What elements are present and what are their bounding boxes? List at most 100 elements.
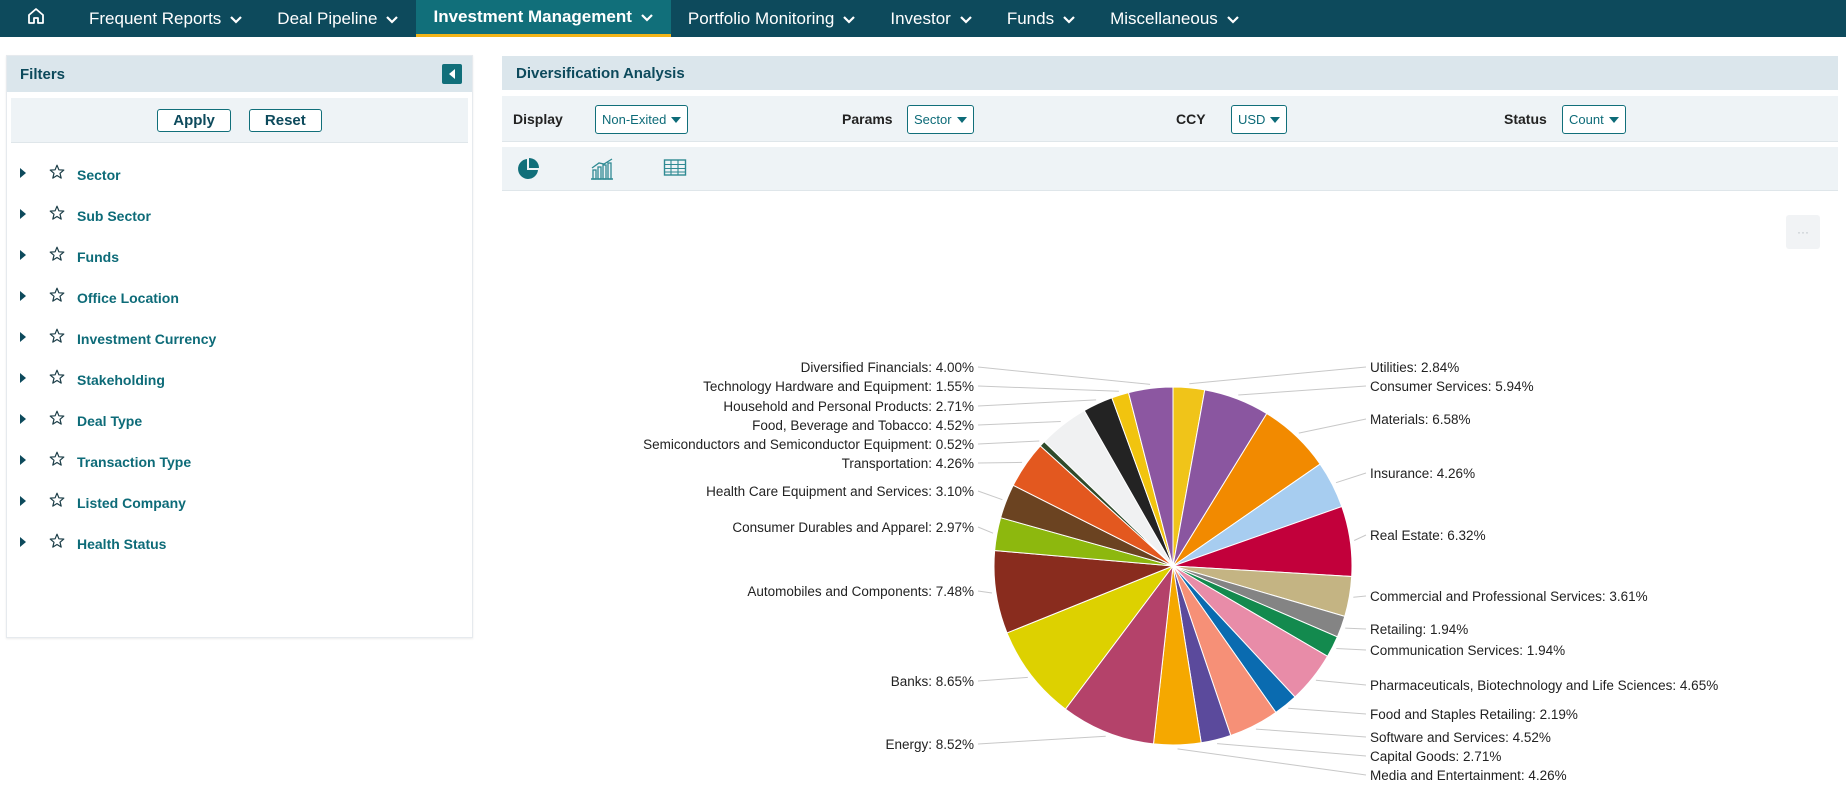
pie-leader-line <box>977 590 993 594</box>
filters-panel: Filters Apply Reset Sector Sub Sector Fu… <box>6 55 473 638</box>
pie-label: Technology Hardware and Equipment: 1.55% <box>703 379 974 394</box>
status-select[interactable]: Count <box>1562 105 1626 134</box>
filter-label: Funds <box>77 248 119 265</box>
star-icon[interactable] <box>49 369 65 390</box>
chevron-down-icon <box>641 7 653 27</box>
pie-slice[interactable] <box>1127 386 1174 567</box>
pie-label: Household and Personal Products: 2.71% <box>723 399 974 414</box>
pie-leader-lines <box>977 366 1367 776</box>
nav-portfolio-monitoring[interactable]: Portfolio Monitoring <box>671 0 873 37</box>
caret-right-icon[interactable] <box>19 330 35 348</box>
pie-label: Commercial and Professional Services: 3.… <box>1370 589 1648 604</box>
nav-label: Miscellaneous <box>1110 8 1218 28</box>
filter-investment-currency[interactable]: Investment Currency <box>7 318 472 359</box>
nav-label: Deal Pipeline <box>277 8 378 28</box>
filter-office-location[interactable]: Office Location <box>7 277 472 318</box>
star-icon[interactable] <box>49 533 65 554</box>
pie-slice[interactable] <box>1064 564 1174 745</box>
star-icon[interactable] <box>49 246 65 267</box>
star-icon[interactable] <box>49 205 65 226</box>
dropdown-arrow-icon <box>1608 116 1619 123</box>
filter-sub-sector[interactable]: Sub Sector <box>7 195 472 236</box>
nav-investment-management[interactable]: Investment Management <box>416 0 671 37</box>
nav-funds[interactable]: Funds <box>990 0 1093 37</box>
caret-right-icon[interactable] <box>19 535 35 553</box>
pie-chart-icon[interactable] <box>516 157 540 186</box>
pie-label: Retailing: 1.94% <box>1370 622 1468 637</box>
caret-right-icon[interactable] <box>19 412 35 430</box>
chart-menu-button[interactable]: ··· <box>1786 215 1820 249</box>
params-label: Params <box>842 111 893 127</box>
pie-leader-line <box>977 676 1028 682</box>
display-label: Display <box>513 111 563 127</box>
pie-leader-line <box>977 385 1119 392</box>
filter-actions: Apply Reset <box>11 98 468 143</box>
filter-label: Listed Company <box>77 494 186 511</box>
filters-header: Filters <box>7 56 472 92</box>
home-button[interactable] <box>0 0 72 37</box>
pie-leader-line <box>1288 707 1367 715</box>
caret-right-icon[interactable] <box>19 453 35 471</box>
nav-investor[interactable]: Investor <box>873 0 989 37</box>
status-control: Status <box>1504 96 1547 142</box>
nav-label: Investment Management <box>433 7 632 26</box>
display-select[interactable]: Non-Exited <box>595 105 689 134</box>
collapse-panel-button[interactable] <box>442 64 462 84</box>
star-icon[interactable] <box>49 410 65 431</box>
nav-miscellaneous[interactable]: Miscellaneous <box>1093 0 1257 37</box>
pie-leader-line <box>1345 627 1367 630</box>
ccy-select[interactable]: USD <box>1231 105 1288 134</box>
caret-right-icon[interactable] <box>19 289 35 307</box>
pie-leader-line <box>1298 418 1367 434</box>
star-icon[interactable] <box>49 287 65 308</box>
star-icon[interactable] <box>49 492 65 513</box>
reset-button[interactable]: Reset <box>248 108 322 132</box>
caret-right-icon[interactable] <box>19 248 35 266</box>
caret-right-icon[interactable] <box>19 371 35 389</box>
pie-label: Semiconductors and Semiconductor Equipme… <box>643 437 974 452</box>
filter-funds[interactable]: Funds <box>7 236 472 277</box>
analysis-title: Diversification Analysis <box>516 64 685 82</box>
params-control: Params <box>842 96 893 142</box>
filter-deal-type[interactable]: Deal Type <box>7 400 472 441</box>
ccy-control: CCY <box>1176 96 1206 142</box>
status-value: Count <box>1569 112 1604 127</box>
filter-health-status[interactable]: Health Status <box>7 523 472 564</box>
nav-frequent-reports[interactable]: Frequent Reports <box>72 0 260 37</box>
analysis-controls: Display Non-Exited Params Sector CCY USD… <box>502 96 1838 142</box>
filter-transaction-type[interactable]: Transaction Type <box>7 441 472 482</box>
dropdown-arrow-icon <box>671 116 682 123</box>
star-icon[interactable] <box>49 451 65 472</box>
filter-label: Deal Type <box>77 412 143 429</box>
pie-leader-line <box>977 461 1023 464</box>
pie-leader-line <box>977 526 994 534</box>
chevron-down-icon <box>1063 9 1075 29</box>
pie-leader-line <box>1315 679 1367 686</box>
apply-button[interactable]: Apply <box>157 108 231 132</box>
pie-label: Consumer Durables and Apparel: 2.97% <box>732 520 974 535</box>
pie-leader-line <box>1189 366 1367 385</box>
table-icon[interactable] <box>663 157 687 184</box>
pie-slice[interactable] <box>1006 564 1175 710</box>
star-icon[interactable] <box>49 328 65 349</box>
pie-leader-line <box>977 421 1061 426</box>
pie-labels: Utilities: 2.84% Consumer Services: 5.94%… <box>643 360 1718 783</box>
pie-slices <box>993 386 1353 746</box>
params-value: Sector <box>914 112 952 127</box>
bar-chart-icon[interactable] <box>589 157 615 186</box>
pie-label: Health Care Equipment and Services: 3.10… <box>706 484 974 499</box>
caret-right-icon[interactable] <box>19 494 35 512</box>
pie-leader-line <box>977 490 1003 501</box>
filter-listed-company[interactable]: Listed Company <box>7 482 472 523</box>
filter-stakeholding[interactable]: Stakeholding <box>7 359 472 400</box>
params-select[interactable]: Sector <box>907 105 974 134</box>
chevron-down-icon <box>230 9 243 29</box>
nav-deal-pipeline[interactable]: Deal Pipeline <box>260 0 416 37</box>
dropdown-arrow-icon <box>1270 116 1281 123</box>
caret-right-icon[interactable] <box>19 207 35 225</box>
filter-sector[interactable]: Sector <box>7 154 472 195</box>
star-icon[interactable] <box>49 164 65 185</box>
chevron-down-icon <box>843 9 856 29</box>
chevron-down-icon <box>1227 9 1239 29</box>
caret-right-icon[interactable] <box>19 166 35 184</box>
